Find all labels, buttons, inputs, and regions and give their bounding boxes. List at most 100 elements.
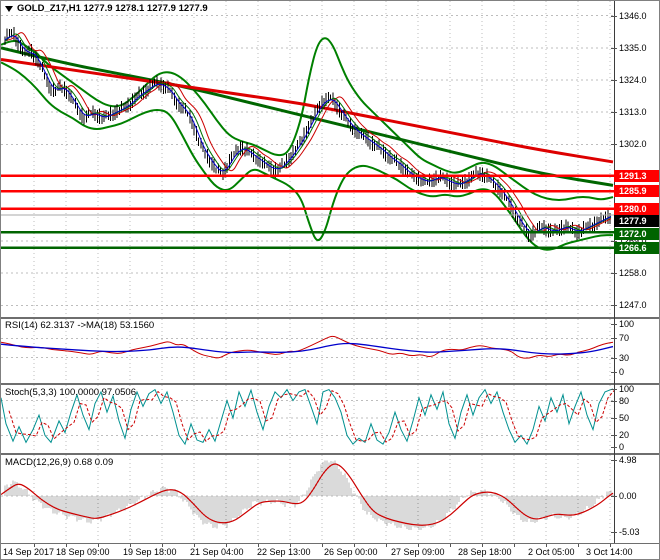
rsi-line <box>1 335 614 359</box>
rsi-tick-label: 0 <box>619 367 625 377</box>
rsi-ma-line <box>1 342 614 355</box>
time-axis-tickmark <box>194 544 195 547</box>
time-axis-tickmark <box>450 544 451 547</box>
axis-tickmark <box>611 273 617 275</box>
time-axis-label: 26 Sep 00:00 <box>324 547 378 557</box>
axis-tickmark <box>611 338 617 340</box>
axis-tickmark <box>611 324 617 325</box>
time-axis-label: 27 Sep 09:00 <box>391 547 445 557</box>
time-axis-tickmark <box>34 544 35 547</box>
price-tick-label: 1258.0 <box>619 268 647 279</box>
time-axis-tickmark <box>418 544 419 547</box>
pane-separator[interactable] <box>1 453 659 455</box>
price-tick-label: 1324.0 <box>619 75 647 85</box>
macd-pane-label: MACD(12,26,9) 0.68 0.09 <box>5 457 114 468</box>
time-axis-label: 18 Sep 09:00 <box>56 547 110 557</box>
axis-tickmark <box>611 418 617 419</box>
price-tick-label: 1269.0 <box>619 235 647 246</box>
bollinger-upper-band <box>1 37 614 201</box>
time-axis-tickmark <box>258 544 259 547</box>
stoch-tick-label: 50 <box>619 413 630 423</box>
price-tick-label: 1346.0 <box>619 10 647 21</box>
chart-menu-dropdown-icon[interactable] <box>5 6 13 12</box>
long-ma-red <box>1 58 614 164</box>
time-axis-tickmark <box>386 544 387 547</box>
axis-tickmark <box>611 496 617 497</box>
chart-title-quote: GOLD_Z17,H1 1277.9 1278.1 1277.9 1277.9 <box>17 3 208 14</box>
pane-separator <box>1 543 659 544</box>
axis-tickmark <box>611 400 617 402</box>
time-axis-tickmark <box>546 544 547 547</box>
rsi-tick-label: 70 <box>619 333 630 344</box>
axis-tickmark <box>611 305 617 307</box>
time-axis-tickmark <box>354 544 355 547</box>
price-tick-label: 1313.0 <box>619 107 647 118</box>
axis-tickmark <box>611 47 617 49</box>
bollinger-lower-band <box>1 61 613 251</box>
time-axis-label: 14 Sep 2017 <box>3 547 55 557</box>
main-price-chart[interactable] <box>1 1 614 317</box>
time-axis-label: 21 Sep 04:00 <box>190 547 244 557</box>
price-tick-label: 1302.0 <box>619 139 647 150</box>
fast-ma-red <box>4 32 612 233</box>
time-axis-tickmark <box>226 544 227 547</box>
time-axis-tickmark <box>290 544 291 547</box>
stoch-tick-label: 100 <box>619 384 635 394</box>
macd-signal-line <box>1 463 614 526</box>
macd-tick-label: -5.03 <box>619 527 640 538</box>
time-axis-tickmark <box>162 544 163 547</box>
resistance-price-badge: 1280.0 <box>614 202 659 215</box>
time-axis-tickmark <box>66 544 67 547</box>
time-axis-tickmark <box>482 544 483 547</box>
time-axis-tickmark <box>130 544 131 547</box>
axis-tickmark <box>611 372 617 373</box>
macd-indicator-pane[interactable] <box>1 455 614 543</box>
axis-tickmark <box>611 15 617 17</box>
price-tick-label: 1335.0 <box>619 42 647 53</box>
fast-ma-blue <box>4 35 612 234</box>
pane-separator[interactable] <box>1 317 659 319</box>
rsi-pane-label: RSI(14) 62.3137 ->MA(18) 53.1560 <box>5 320 155 331</box>
price-axis-border <box>614 1 615 543</box>
axis-tickmark <box>611 389 617 390</box>
axis-tickmark <box>611 435 617 437</box>
time-axis-label: 2 Oct 05:00 <box>528 547 575 557</box>
current-price-badge: 1277.9 <box>614 215 659 228</box>
rsi-indicator-pane[interactable] <box>1 319 614 383</box>
resistance-price-badge: 1285.9 <box>614 185 659 198</box>
axis-tickmark <box>611 112 617 114</box>
time-axis-label: 22 Sep 13:00 <box>257 547 311 557</box>
stoch-k-line <box>1 388 614 446</box>
time-axis[interactable] <box>1 544 659 559</box>
support-price-badge: 1272.0 <box>614 227 659 240</box>
resistance-price-badge: 1291.3 <box>614 169 659 182</box>
time-axis-tickmark <box>578 544 579 547</box>
axis-tickmark <box>611 357 617 359</box>
time-axis-tickmark <box>98 544 99 547</box>
price-tick-label: 1247.0 <box>619 300 647 311</box>
stoch-tick-label: 80 <box>619 395 630 406</box>
macd-tick-label: 0.00 <box>619 491 637 501</box>
rsi-tick-label: 30 <box>619 352 630 363</box>
pane-separator[interactable] <box>1 383 659 385</box>
axis-tickmark <box>611 460 617 462</box>
macd-tick-label: 4.98 <box>619 455 637 466</box>
axis-tickmark <box>611 80 617 81</box>
axis-tickmark <box>611 240 617 242</box>
time-axis-tickmark <box>610 544 611 547</box>
axis-tickmark <box>611 144 617 146</box>
stoch-d-line <box>8 390 614 443</box>
stochastic-indicator-pane[interactable] <box>1 385 614 453</box>
stoch-tick-label: 0 <box>619 442 625 452</box>
axis-tickmark <box>611 447 617 448</box>
time-axis-label: 3 Oct 14:00 <box>586 547 633 557</box>
time-axis-tickmark <box>514 544 515 547</box>
time-axis-label: 19 Sep 18:00 <box>123 547 177 557</box>
slow-ma-green <box>1 46 614 187</box>
support-price-badge: 1266.6 <box>614 241 659 254</box>
rsi-tick-label: 100 <box>619 319 635 329</box>
time-axis-label: 28 Sep 18:00 <box>458 547 512 557</box>
stoch-pane-label: Stoch(5,3,3) 100.0000 97.0506 <box>5 387 136 398</box>
axis-tickmark <box>611 532 617 534</box>
